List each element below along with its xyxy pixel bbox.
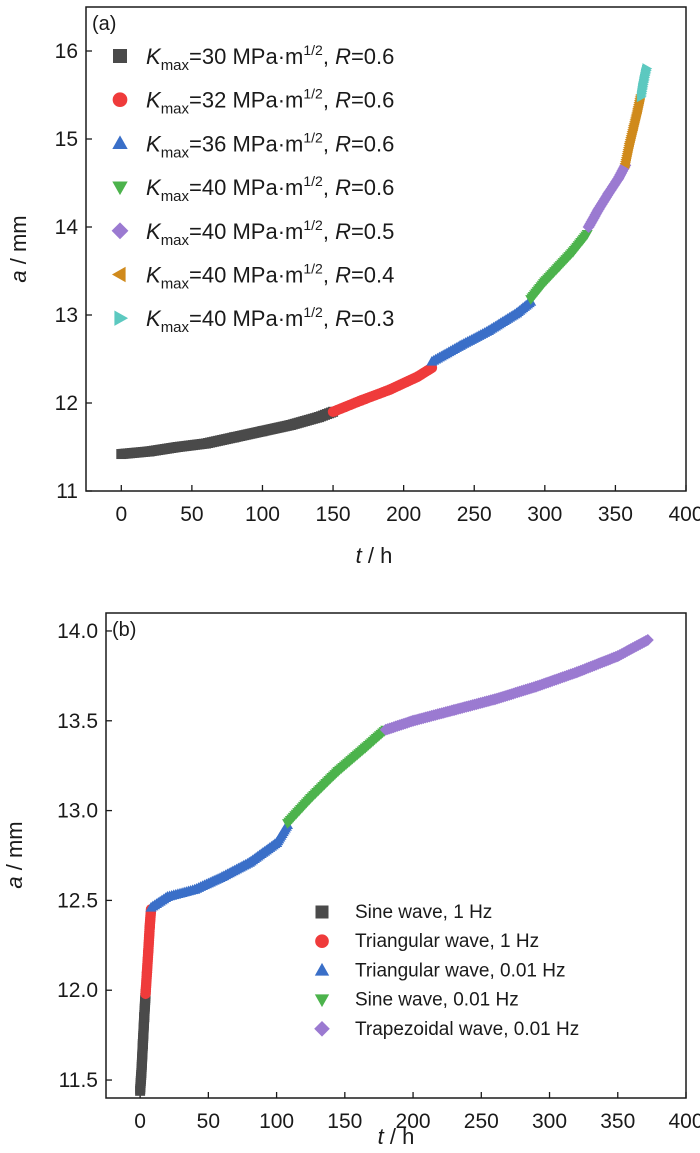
x-tick-label: 150	[327, 1110, 362, 1133]
y-tick-label: 13.5	[57, 710, 98, 733]
series-2	[426, 296, 537, 366]
plot-frame-b	[105, 612, 687, 1099]
legend-marker	[112, 135, 128, 149]
series-2	[145, 819, 294, 912]
x-tick-label: 200	[386, 503, 421, 526]
series-0	[135, 988, 151, 1096]
x-axis-title-a: t / h	[356, 543, 393, 568]
axis-ticks-a	[86, 50, 687, 492]
legend-marker	[314, 962, 330, 976]
legend-entry: Kmax=40 MPa·m1/2, R=0.6	[146, 173, 394, 205]
legend-entry: Kmax=40 MPa·m1/2, R=0.3	[146, 304, 394, 336]
panel-a: 0 50 100 150 200 250 300 350 400 11 12 13 14 15 16 (a)…	[6, 6, 700, 568]
legend-entry: Kmax=36 MPa·m1/2, R=0.6	[146, 129, 394, 161]
legend-marker	[113, 49, 127, 63]
legend-entry: Triangular wave, 0.01 Hz	[355, 960, 566, 981]
panel-b: 0 50 100 150 200 250 300 350 400 11.5 12.0 12.5 13.0…	[2, 612, 700, 1149]
plot-frame-a	[85, 6, 687, 492]
legend-marker	[314, 994, 330, 1008]
series-3	[525, 230, 593, 305]
y-tick-label: 14.0	[57, 620, 98, 643]
y-tick-label: 15	[55, 128, 78, 151]
x-tick-label: 250	[464, 1110, 499, 1133]
x-tick-label: 250	[457, 503, 492, 526]
panel-label-a: (a)	[92, 13, 116, 35]
axis-ticks-b	[106, 630, 687, 1098]
y-tick-label: 12	[55, 392, 78, 415]
x-axis-title-b: t / h	[378, 1124, 415, 1149]
tick-labels-a: 0 50 100 150 200 250 300 350 400 11 12 13 14 15 16	[55, 40, 700, 526]
x-tick-label: 0	[134, 1110, 146, 1133]
series-5	[619, 89, 645, 170]
data-point	[642, 63, 653, 75]
y-tick-label: 16	[55, 40, 78, 63]
panel-label-b: (b)	[112, 619, 136, 641]
y-tick-label: 14	[55, 216, 79, 239]
data-series-a	[116, 63, 653, 460]
x-tick-label: 0	[115, 503, 127, 526]
y-tick-label: 11.5	[59, 1069, 98, 1092]
legend-entry: Sine wave, 0.01 Hz	[355, 990, 519, 1011]
y-tick-label: 12.5	[57, 889, 98, 912]
legend-marker	[111, 222, 129, 240]
data-point	[641, 633, 654, 646]
legend-entry: Kmax=40 MPa·m1/2, R=0.4	[146, 261, 394, 293]
series-4	[379, 633, 654, 736]
x-tick-label: 50	[180, 503, 203, 526]
legend-marker	[112, 92, 128, 108]
x-tick-label: 200	[396, 1110, 431, 1133]
x-tick-label: 100	[259, 1110, 294, 1133]
y-tick-label: 12.0	[57, 979, 98, 1002]
legend-marker	[114, 310, 129, 326]
x-tick-label: 400	[668, 1110, 700, 1133]
legend-entry: Triangular wave, 1 Hz	[355, 931, 539, 952]
series-0	[116, 406, 339, 460]
y-tick-label: 13.0	[57, 800, 98, 823]
legend-entry: Kmax=32 MPa·m1/2, R=0.6	[146, 86, 394, 118]
series-6	[636, 63, 653, 103]
series-1	[327, 362, 438, 418]
x-tick-label: 350	[598, 503, 633, 526]
legend-entry: Trapezoidal wave, 0.01 Hz	[355, 1019, 579, 1040]
series-1	[140, 904, 157, 1000]
data-point	[581, 230, 593, 240]
x-tick-label: 300	[527, 503, 562, 526]
legend-a: Kmax=30 MPa·m1/2, R=0.6 Kmax=32 MPa·m1/2,…	[111, 42, 394, 336]
legend-marker	[112, 181, 128, 196]
y-axis-title-a: a / mm	[6, 215, 31, 282]
data-series-b	[135, 633, 654, 1096]
legend-b: Sine wave, 1 Hz Triangular wave, 1 Hz Tria…	[314, 902, 579, 1040]
series-4	[582, 159, 632, 233]
x-tick-label: 150	[316, 503, 351, 526]
x-tick-label: 400	[668, 503, 700, 526]
legend-marker	[315, 934, 329, 949]
y-axis-title-b: a / mm	[2, 821, 27, 888]
legend-marker	[111, 266, 126, 283]
legend-marker	[315, 905, 329, 919]
y-tick-label: 11	[56, 480, 78, 503]
x-tick-label: 50	[197, 1110, 220, 1133]
x-tick-label: 350	[600, 1110, 635, 1133]
legend-entry: Kmax=30 MPa·m1/2, R=0.6	[146, 42, 394, 74]
x-tick-label: 100	[245, 503, 280, 526]
legend-marker	[314, 1021, 330, 1037]
x-tick-label: 300	[532, 1110, 567, 1133]
legend-entry: Sine wave, 1 Hz	[355, 902, 492, 923]
series-3	[282, 725, 392, 829]
tick-labels-b: 0 50 100 150 200 250 300 350 400 11.5 12.0 12.5 13.0…	[57, 620, 700, 1133]
legend-entry: Kmax=40 MPa·m1/2, R=0.5	[146, 217, 394, 249]
y-tick-label: 13	[55, 304, 78, 327]
